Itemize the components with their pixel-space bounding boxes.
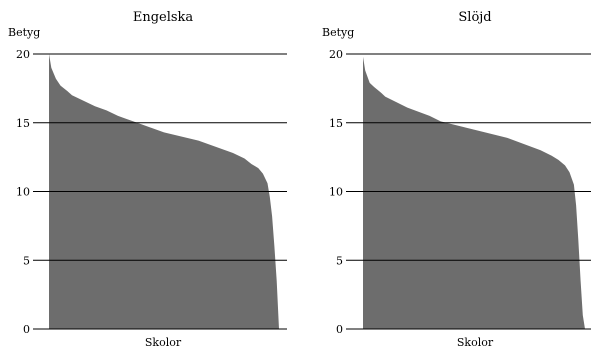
y-tick-label: 15: [329, 117, 343, 130]
y-tick-label: 0: [336, 323, 343, 336]
y-tick-label: 20: [329, 48, 343, 61]
chart-panel-engelska: Engelska Betyg Skolor 0 5 10 15 20: [8, 10, 287, 349]
x-axis-label: Skolor: [145, 336, 182, 349]
chart-panel-slojd: Slöjd Betyg Skolor 0 5 10 15 20: [322, 10, 591, 349]
y-tick-label: 10: [16, 186, 30, 199]
y-tick-label: 5: [336, 254, 343, 267]
x-axis-label: Skolor: [457, 336, 494, 349]
chart-title: Engelska: [133, 10, 194, 25]
y-tick-label: 20: [16, 48, 30, 61]
y-tick-label: 5: [23, 254, 30, 267]
y-axis-label: Betyg: [8, 26, 40, 39]
chart-title: Slöjd: [458, 10, 491, 25]
y-axis-label: Betyg: [322, 26, 354, 39]
y-tick-label: 15: [16, 117, 30, 130]
y-tick-label: 0: [23, 323, 30, 336]
y-tick-label: 10: [329, 186, 343, 199]
grade-area: [363, 56, 585, 330]
